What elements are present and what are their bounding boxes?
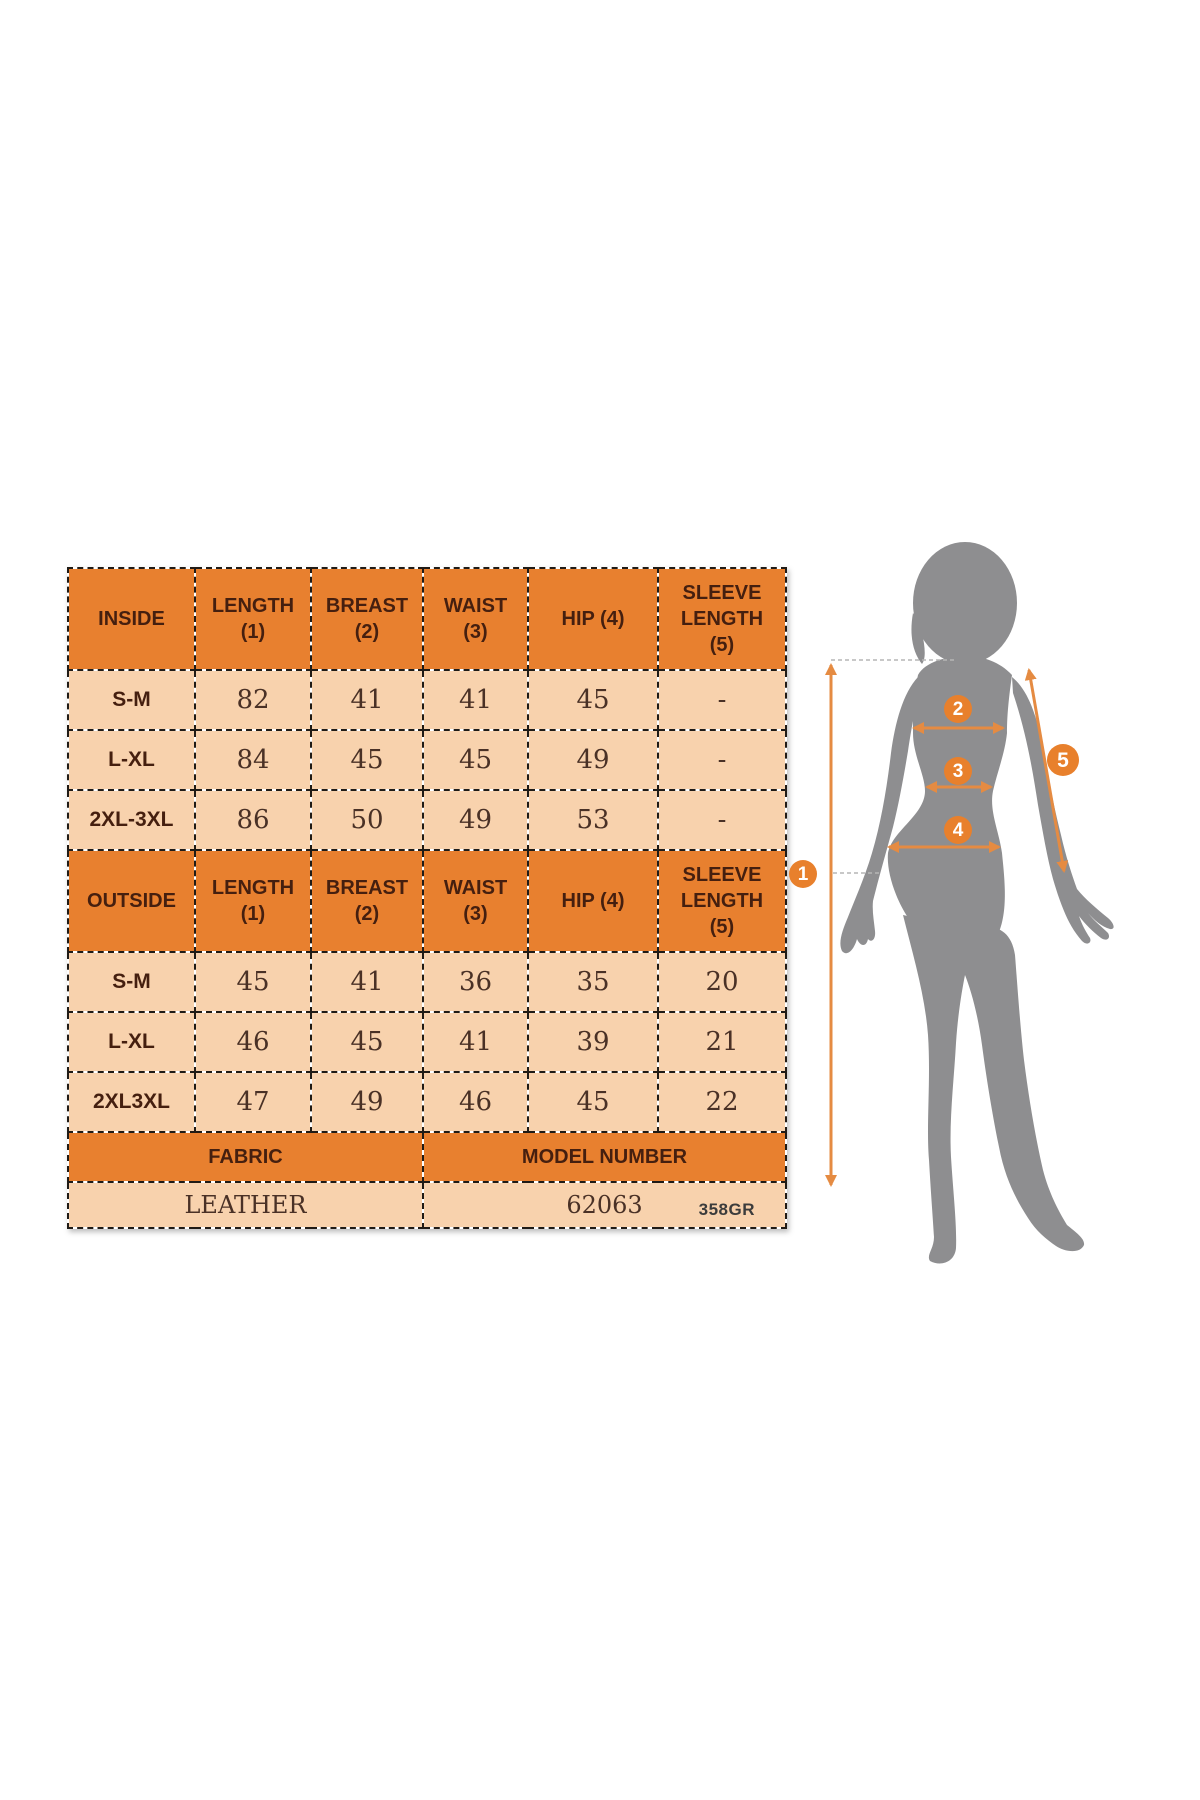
table-footer-value-row: LEATHER 62063 bbox=[67, 1181, 787, 1229]
guide-lines bbox=[831, 659, 955, 874]
measure-value-cell: 45 bbox=[194, 951, 312, 1013]
sleeve-arrow bbox=[1024, 668, 1069, 873]
measure-value-cell: - bbox=[657, 729, 787, 791]
table-header-cell: LENGTH (1) bbox=[194, 849, 312, 953]
measure-value-cell: 47 bbox=[194, 1071, 312, 1133]
measure-value-cell: 36 bbox=[422, 951, 529, 1013]
measure-value-cell: 84 bbox=[194, 729, 312, 791]
female-silhouette-icon bbox=[840, 542, 1114, 1264]
measure-value-cell: - bbox=[657, 669, 787, 731]
measure-value-cell: 45 bbox=[527, 669, 659, 731]
badge-breast-2: 2 bbox=[944, 695, 972, 723]
table-header-cell: LENGTH (1) bbox=[194, 567, 312, 671]
measure-value-cell: 45 bbox=[422, 729, 529, 791]
measure-value-cell: 49 bbox=[527, 729, 659, 791]
table-header-cell: HIP (4) bbox=[527, 849, 659, 953]
badge-length-1: 1 bbox=[789, 860, 817, 888]
measure-value-cell: 45 bbox=[527, 1071, 659, 1133]
measure-value-cell: 49 bbox=[422, 789, 529, 851]
table-header-cell: HIP (4) bbox=[527, 567, 659, 671]
measure-value-cell: 41 bbox=[310, 669, 424, 731]
table-header-cell: BREAST (2) bbox=[310, 849, 424, 953]
measure-value-cell: - bbox=[657, 789, 787, 851]
size-label-cell: 2XL-3XL bbox=[67, 789, 196, 851]
size-label-cell: L-XL bbox=[67, 1011, 196, 1073]
table-header-cell: WAIST (3) bbox=[422, 849, 529, 953]
measure-value-cell: 41 bbox=[422, 1011, 529, 1073]
measure-value-cell: 82 bbox=[194, 669, 312, 731]
size-label-cell: 2XL3XL bbox=[67, 1071, 196, 1133]
measure-value-cell: 45 bbox=[310, 1011, 424, 1073]
table-header-cell: SLEEVE LENGTH (5) bbox=[657, 849, 787, 953]
style-code-note: 358GR bbox=[698, 1200, 755, 1219]
measure-value-cell: 49 bbox=[310, 1071, 424, 1133]
table-footer-header-row: FABRIC MODEL NUMBER bbox=[67, 1131, 787, 1183]
size-label-cell: S-M bbox=[67, 669, 196, 731]
measurement-arrows bbox=[825, 663, 1069, 1187]
table-header-cell: WAIST (3) bbox=[422, 567, 529, 671]
table-header-cell: INSIDE bbox=[67, 567, 196, 671]
measure-value-cell: 50 bbox=[310, 789, 424, 851]
measurement-diagram bbox=[825, 542, 1114, 1264]
badge-sleeve-5: 5 bbox=[1047, 744, 1079, 776]
measure-value-cell: 86 bbox=[194, 789, 312, 851]
table-header-row: OUTSIDE LENGTH (1) BREAST (2) WAIST (3) HIP … bbox=[67, 849, 787, 953]
measure-value-cell: 35 bbox=[527, 951, 659, 1013]
footer-value-cell: LEATHER bbox=[67, 1181, 424, 1229]
measure-value-cell: 41 bbox=[310, 951, 424, 1013]
badge-hip-4: 4 bbox=[944, 816, 972, 844]
measure-value-cell: 41 bbox=[422, 669, 529, 731]
measure-value-cell: 22 bbox=[657, 1071, 787, 1133]
table-header-cell: SLEEVE LENGTH (5) bbox=[657, 567, 787, 671]
table-header-row: INSIDE LENGTH (1) BREAST (2) WAIST (3) HIP (… bbox=[67, 567, 787, 671]
table-row: 2XL3XL 47 49 46 45 22 bbox=[67, 1071, 787, 1133]
footer-header-cell: FABRIC bbox=[67, 1131, 424, 1183]
table-header-cell: OUTSIDE bbox=[67, 849, 196, 953]
measure-value-cell: 53 bbox=[527, 789, 659, 851]
measure-value-cell: 20 bbox=[657, 951, 787, 1013]
measure-value-cell: 46 bbox=[194, 1011, 312, 1073]
measure-value-cell: 45 bbox=[310, 729, 424, 791]
measure-value-cell: 46 bbox=[422, 1071, 529, 1133]
measure-value-cell: 39 bbox=[527, 1011, 659, 1073]
table-row: S-M 45 41 36 35 20 bbox=[67, 951, 787, 1013]
table-row: L-XL 84 45 45 49- bbox=[67, 729, 787, 791]
size-table: INSIDE LENGTH (1) BREAST (2) WAIST (3) HIP (… bbox=[67, 567, 787, 1229]
table-row: 2XL-3XL 86 50 49 53- bbox=[67, 789, 787, 851]
table-row: L-XL 46 45 41 39 21 bbox=[67, 1011, 787, 1073]
footer-value-cell: 62063 bbox=[422, 1181, 787, 1229]
size-label-cell: L-XL bbox=[67, 729, 196, 791]
footer-header-cell: MODEL NUMBER bbox=[422, 1131, 787, 1183]
table-header-cell: BREAST (2) bbox=[310, 567, 424, 671]
table-row: S-M 82 41 41 45- bbox=[67, 669, 787, 731]
measure-value-cell: 21 bbox=[657, 1011, 787, 1073]
badge-waist-3: 3 bbox=[944, 757, 972, 785]
size-table-body: INSIDE LENGTH (1) BREAST (2) WAIST (3) HIP (… bbox=[67, 567, 787, 1229]
size-label-cell: S-M bbox=[67, 951, 196, 1013]
